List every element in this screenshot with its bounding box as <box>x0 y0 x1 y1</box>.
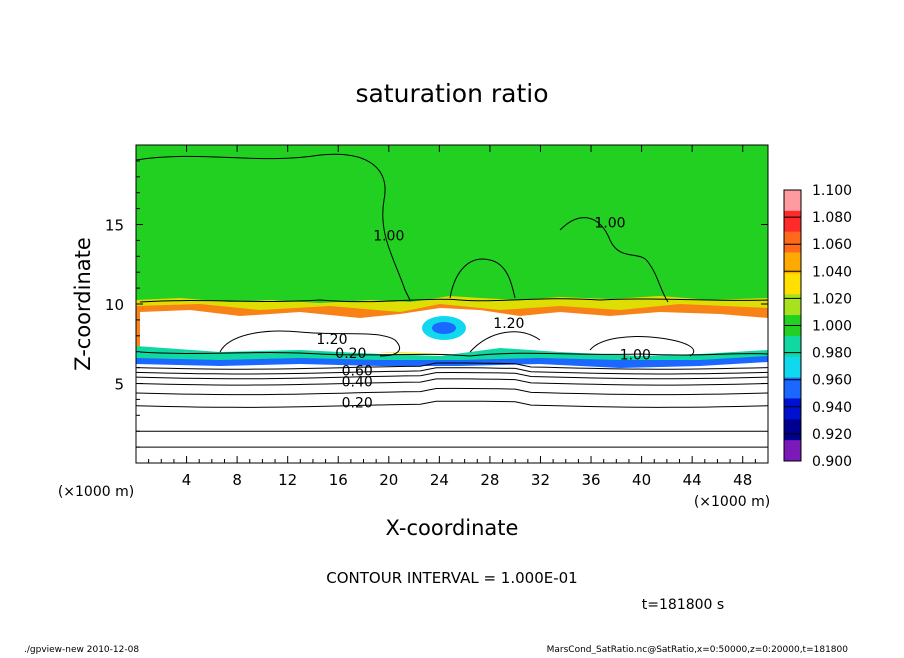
contour-label: 1.00 <box>373 228 404 244</box>
contour-label: 1.20 <box>316 332 347 348</box>
contour-label: 0.20 <box>342 395 373 411</box>
lower-boundary-cyan <box>136 346 768 360</box>
saturated-region <box>136 145 768 317</box>
colorbar-swatch <box>784 210 801 233</box>
colorbar-label: 1.080 <box>812 210 852 226</box>
x-tick-label: 32 <box>531 471 550 489</box>
y-tick-label: 15 <box>105 217 124 235</box>
contour-cell-inner-right <box>589 336 695 357</box>
contour-cell-upper <box>449 258 516 299</box>
x-tick-label: 28 <box>480 471 499 489</box>
contour-labels: 1.001.001.001.201.200.200.600.400.20 <box>316 216 651 412</box>
colorbar <box>783 189 802 462</box>
dry-contour <box>136 400 768 408</box>
colorbar-swatch <box>784 419 801 441</box>
colorbar-swatch <box>784 377 801 399</box>
colorbar-swatch <box>784 398 801 420</box>
dry-layer-contours <box>136 362 768 448</box>
contour-cell-inner-left <box>219 330 400 357</box>
y-tick-label: 5 <box>114 376 124 394</box>
y-tick-label: 10 <box>105 296 124 314</box>
x-tick-label: 20 <box>379 471 398 489</box>
colorbar-swatch <box>784 231 801 254</box>
x-axis-title: X-coordinate <box>386 516 519 540</box>
contour-cell-middle <box>469 331 541 353</box>
contour-cloud-top <box>139 298 768 303</box>
colorbar-swatch <box>784 273 801 295</box>
contour-label: 0.40 <box>342 375 373 391</box>
colorbar-label: 1.060 <box>812 237 852 253</box>
colorbar-label: 1.040 <box>812 264 852 280</box>
contour-interval-note: CONTOUR INTERVAL = 1.000E-01 <box>326 569 577 587</box>
x-tick-label: 8 <box>232 471 242 489</box>
colorbar-label: 0.920 <box>812 427 852 443</box>
footer-left: ./gpview-new 2010-12-08 <box>24 645 139 654</box>
colorbar-label: 0.980 <box>812 346 852 362</box>
y-axis-title: Z-coordinate <box>71 237 95 371</box>
colorbar-swatch <box>784 335 801 358</box>
dry-contour <box>136 367 768 375</box>
colorbar-swatch <box>784 190 801 212</box>
colorbar-label: 0.960 <box>812 373 852 389</box>
contour-label: 1.00 <box>594 216 625 232</box>
colorbar-swatch <box>784 356 801 379</box>
dry-contour <box>136 387 768 396</box>
x-axis-tick-labels: 4 8 12 16 20 24 28 32 36 40 44 48 <box>182 471 752 489</box>
colorbar-label: 0.900 <box>812 454 852 470</box>
contour-label: 1.00 <box>620 348 651 364</box>
x-tick-label: 40 <box>632 471 651 489</box>
colorbar-label: 1.020 <box>812 291 852 307</box>
time-stamp: t=181800 s <box>642 597 724 613</box>
x-axis-ticks <box>148 145 756 463</box>
plot-area: 1.001.001.001.201.200.200.600.400.20 <box>136 145 768 463</box>
cloud-cell-dry-core-inner <box>432 322 456 334</box>
x-tick-label: 16 <box>329 471 348 489</box>
x-unit-label: (×1000 m) <box>694 494 770 510</box>
contour-label: 0.60 <box>342 364 373 380</box>
colorbar-swatch <box>784 252 801 274</box>
dry-contour <box>136 362 768 370</box>
contour-label: 1.20 <box>493 316 524 332</box>
x-tick-label: 48 <box>733 471 752 489</box>
x-tick-label: 4 <box>182 471 192 489</box>
footer-right: MarsCond_SatRatio.nc@SatRatio,x=0:50000,… <box>547 645 849 654</box>
colorbar-label: 1.000 <box>812 319 852 335</box>
colorbar-label: 1.100 <box>812 183 852 199</box>
contour-1-00-right <box>559 217 669 303</box>
colorbar-label: 0.940 <box>812 400 852 416</box>
x-tick-label: 24 <box>430 471 449 489</box>
dry-contour <box>136 378 768 386</box>
y-axis-ticks <box>136 160 768 448</box>
x-tick-label: 12 <box>278 471 297 489</box>
x-tick-label: 44 <box>683 471 702 489</box>
dry-contour <box>136 371 768 380</box>
colorbar-labels: 1.100 1.080 1.060 1.040 1.020 1.000 0.980 0.960… <box>812 183 852 470</box>
y-unit-label: (×1000 m) <box>58 484 134 500</box>
colorbar-swatch <box>784 440 801 462</box>
contour-label: 0.20 <box>335 346 366 362</box>
contour-cloud-base <box>139 351 768 357</box>
cloud-layer-contours <box>136 153 768 357</box>
chart-title: saturation ratio <box>355 79 548 108</box>
colorbar-swatch <box>784 294 801 316</box>
contour-1-00-left <box>136 153 411 301</box>
y-axis-tick-labels: 5 10 15 <box>105 217 124 394</box>
x-tick-label: 36 <box>581 471 600 489</box>
